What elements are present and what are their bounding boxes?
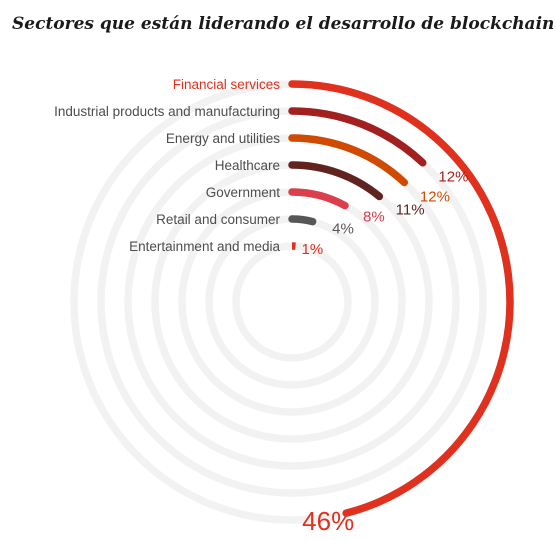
value-label-financial-services: 46% xyxy=(302,506,354,536)
value-label-industrial-products-and-manufacturing: 12% xyxy=(438,169,468,186)
arc-industrial-products-and-manufacturing xyxy=(288,107,427,167)
arc-retail-and-consumer xyxy=(288,215,317,226)
arc-government xyxy=(288,188,349,210)
category-label-retail-and-consumer: Retail and consumer xyxy=(156,212,280,227)
category-label-entertainment-and-media: Entertainment and media xyxy=(129,239,280,254)
track-energy-and-utilities xyxy=(124,134,460,470)
arc-energy-and-utilities xyxy=(288,134,409,187)
value-label-entertainment-and-media: 1% xyxy=(302,241,324,258)
chart-title: Sectores que están liderando el desarrol… xyxy=(12,14,555,34)
arc-healthcare xyxy=(288,161,384,201)
category-label-government: Government xyxy=(206,185,281,200)
category-label-industrial-products-and-manufacturing: Industrial products and manufacturing xyxy=(54,104,280,119)
value-labels: 46%12%12%11%8%4%1% xyxy=(302,169,469,536)
category-label-healthcare: Healthcare xyxy=(215,158,280,173)
value-label-government: 8% xyxy=(363,208,385,225)
data-arcs xyxy=(288,80,514,517)
category-label-energy-and-utilities: Energy and utilities xyxy=(166,131,280,146)
category-label-financial-services: Financial services xyxy=(173,77,281,92)
value-label-retail-and-consumer: 4% xyxy=(332,221,354,238)
arc-financial-services xyxy=(288,80,514,517)
track-entertainment-and-media xyxy=(232,242,352,362)
track-healthcare xyxy=(151,161,433,443)
category-labels: Financial services Industrial products an… xyxy=(54,77,280,254)
value-label-energy-and-utilities: 12% xyxy=(420,188,450,205)
value-label-healthcare: 11% xyxy=(396,202,425,219)
